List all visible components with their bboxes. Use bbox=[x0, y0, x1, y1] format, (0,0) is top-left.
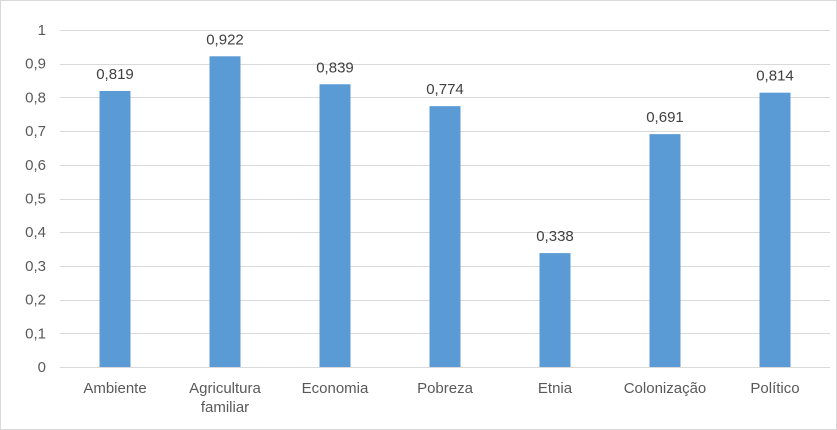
y-tick-label: 0,7 bbox=[25, 123, 46, 140]
y-tick-label: 1 bbox=[38, 22, 46, 39]
y-axis-tick-labels: 0 0,1 0,2 0,3 0,4 0,5 0,6 0,7 0,8 0,9 1 bbox=[25, 22, 46, 376]
data-label: 0,691 bbox=[646, 109, 684, 126]
category-label: Etnia bbox=[538, 380, 573, 397]
y-tick-label: 0,6 bbox=[25, 157, 46, 174]
bar bbox=[429, 106, 461, 368]
y-tick-label: 0,9 bbox=[25, 56, 46, 73]
data-label: 0,814 bbox=[756, 68, 794, 85]
y-tick-label: 0,4 bbox=[25, 224, 46, 241]
category-label: Pobreza bbox=[417, 380, 474, 397]
data-label: 0,338 bbox=[536, 228, 574, 245]
y-tick-label: 0,5 bbox=[25, 191, 46, 208]
category-label: familiar bbox=[201, 399, 249, 416]
category-label: Político bbox=[750, 380, 799, 397]
bar bbox=[649, 134, 681, 367]
bar bbox=[319, 84, 351, 367]
category-label: Agricultura bbox=[189, 380, 261, 397]
category-label: Colonização bbox=[624, 380, 707, 397]
y-tick-label: 0,2 bbox=[25, 292, 46, 309]
y-tick-label: 0,1 bbox=[25, 325, 46, 342]
bar bbox=[539, 253, 571, 367]
data-label: 0,922 bbox=[206, 31, 244, 48]
x-axis-category-labels: Ambiente Agricultura familiar Economia Pobre… bbox=[83, 380, 799, 416]
bar bbox=[99, 90, 131, 367]
y-tick-label: 0,8 bbox=[25, 89, 46, 106]
category-label: Ambiente bbox=[83, 380, 146, 397]
category-label: Economia bbox=[302, 380, 369, 397]
bars bbox=[99, 56, 791, 368]
gridlines bbox=[60, 30, 830, 368]
bar bbox=[759, 92, 791, 367]
data-label: 0,839 bbox=[316, 59, 354, 76]
y-tick-label: 0,3 bbox=[25, 258, 46, 275]
bar bbox=[209, 56, 241, 367]
data-labels: 0,819 0,922 0,839 0,774 0,338 0,691 0,814 bbox=[96, 31, 794, 245]
data-label: 0,819 bbox=[96, 66, 134, 83]
y-tick-label: 0 bbox=[38, 359, 46, 376]
data-label: 0,774 bbox=[426, 81, 464, 98]
